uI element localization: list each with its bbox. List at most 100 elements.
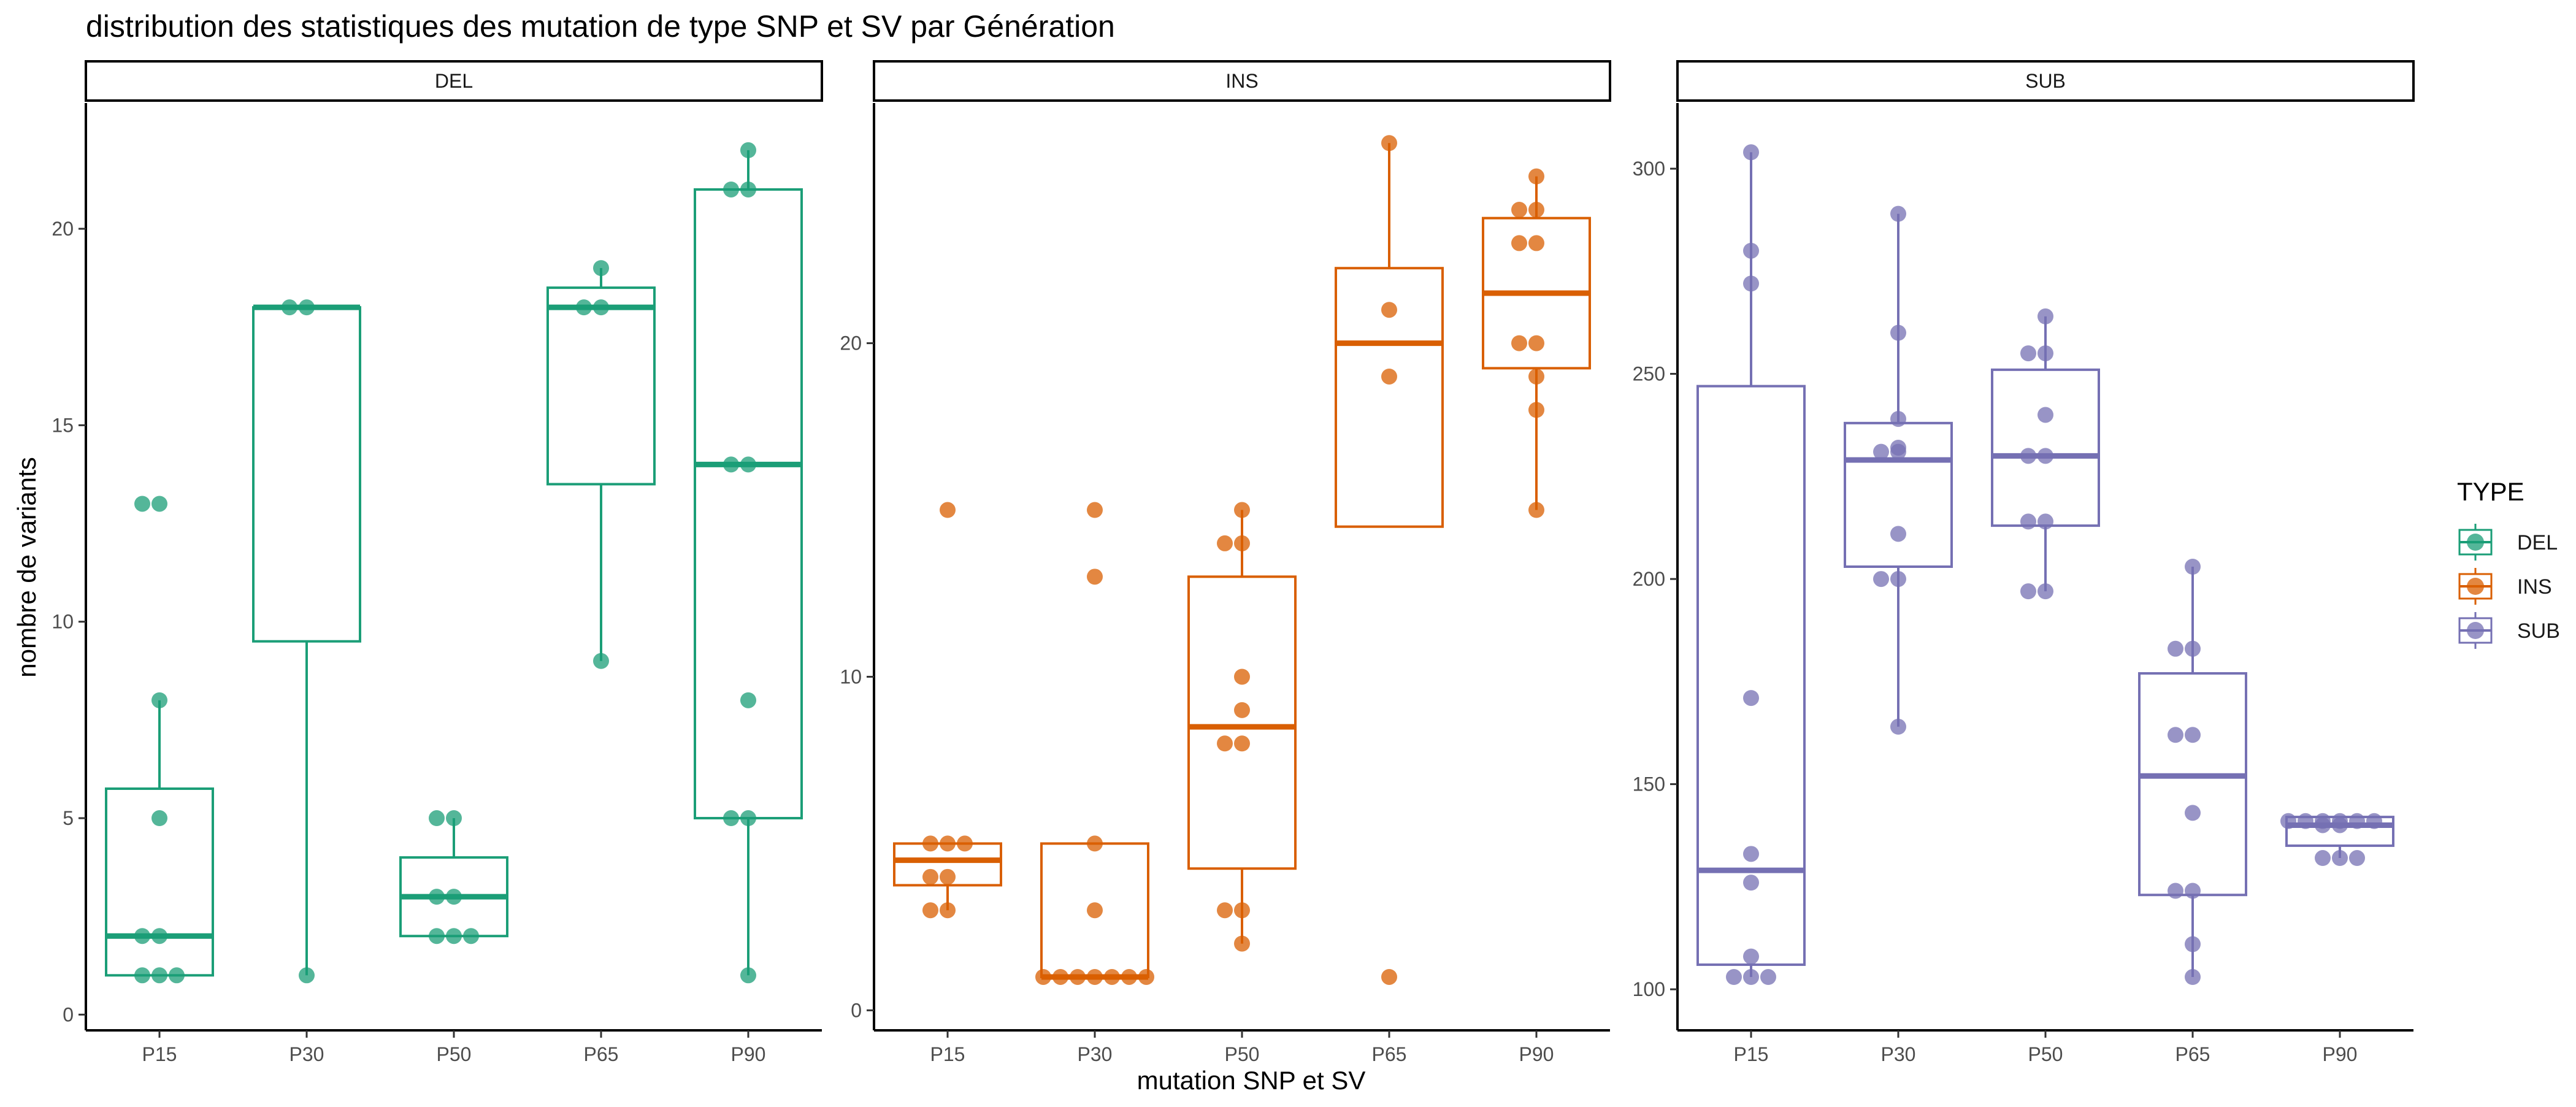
facet-strip-sub [1676,60,2415,102]
box-body [1991,368,2100,527]
data-point [1381,302,1397,318]
data-point [1234,535,1250,551]
data-point [1511,235,1527,251]
legend-title: TYPE [2457,477,2524,506]
data-point [2315,813,2331,829]
data-point [134,928,150,944]
data-point [1726,969,1742,986]
data-point [299,967,315,984]
box-del-p30 [252,299,361,984]
legend-item-sub: SUB [2458,612,2560,649]
chart-title: distribution des statistiques des mutati… [86,9,1115,44]
data-point [1528,235,1544,251]
data-point [1234,502,1250,518]
x-axis-title: mutation SNP et SV [1137,1066,1366,1095]
data-point [922,902,938,919]
legend-item-ins: INS [2458,568,2552,605]
data-point [151,810,167,827]
data-point [922,868,938,885]
data-point [1743,846,1759,862]
data-point [1743,275,1759,292]
data-point [740,692,756,708]
data-point [2366,813,2382,829]
data-point [940,502,956,518]
data-point [723,456,739,473]
legend-key-point [2467,578,2484,595]
data-point [429,928,445,944]
data-point [299,299,315,316]
data-point [922,835,938,852]
x-tick-label: P50 [437,1043,472,1065]
data-point [593,260,609,277]
data-point [1087,569,1103,585]
facet-sub: SUB 100 150 200 250 300 P15 P30 P50 P65 P90 [1633,60,2415,1065]
y-tick-label: 10 [840,665,862,688]
x-tick-label: P30 [1881,1043,1916,1065]
data-point [2298,813,2313,829]
box-body [1040,842,1149,978]
y-tick-label: 5 [63,807,74,829]
data-point [2280,813,2296,829]
data-point [1743,969,1759,986]
data-point [1217,902,1233,919]
data-point [2315,850,2331,867]
y-tick-label: 300 [1633,158,1665,180]
box-ins-p90 [1482,168,1591,518]
data-point [1873,443,1889,460]
data-point [1743,690,1759,707]
data-point [2020,513,2036,530]
data-point [2349,813,2365,829]
data-point [446,928,462,944]
data-point [1104,968,1120,985]
facet-label-ins: INS [1225,70,1258,92]
data-point [2020,583,2036,600]
data-point [1234,668,1250,685]
data-point [2168,883,2183,899]
y-axis-title: nombre de variants [12,457,41,678]
box-sub-p50 [1991,308,2100,600]
data-point [1890,526,1906,542]
data-point [593,299,609,316]
x-tick-label: P90 [2323,1043,2358,1065]
box-body [1187,575,1297,870]
data-point [1743,144,1759,161]
data-point [1234,935,1250,952]
y-tick-label: 250 [1633,363,1665,385]
facet-strip-del [85,60,823,102]
data-point [429,889,445,905]
y-tick-label: 0 [851,999,862,1021]
data-point [576,299,592,316]
data-point [151,692,167,708]
x-tick-label: P15 [1734,1043,1769,1065]
x-tick-label: P65 [1372,1043,1407,1065]
box-ins-p15 [893,502,1002,919]
y-tick-label: 200 [1633,568,1665,590]
data-point [2185,559,2201,575]
data-point [2168,727,2183,743]
data-point [957,835,973,852]
data-point [723,810,739,827]
data-point [463,928,479,944]
data-point [2037,407,2053,423]
box-sub-p65 [2138,559,2247,986]
data-point [1381,368,1397,385]
legend-key-point [2467,534,2484,551]
data-point [1890,205,1906,222]
data-point [1890,324,1906,341]
legend-label: SUB [2517,619,2560,643]
data-point [151,496,167,512]
x-tick-label: P30 [289,1043,324,1065]
data-point [1234,735,1250,752]
data-point [2332,850,2348,867]
y-tick-label: 150 [1633,773,1665,795]
data-point [2020,448,2036,464]
data-point [2185,936,2201,952]
box-sub-p15 [1696,144,1806,986]
data-point [446,889,462,905]
data-point [940,835,956,852]
data-point [1087,835,1103,852]
data-point [740,181,756,197]
data-point [282,299,297,316]
box-sub-p30 [1844,205,1953,735]
